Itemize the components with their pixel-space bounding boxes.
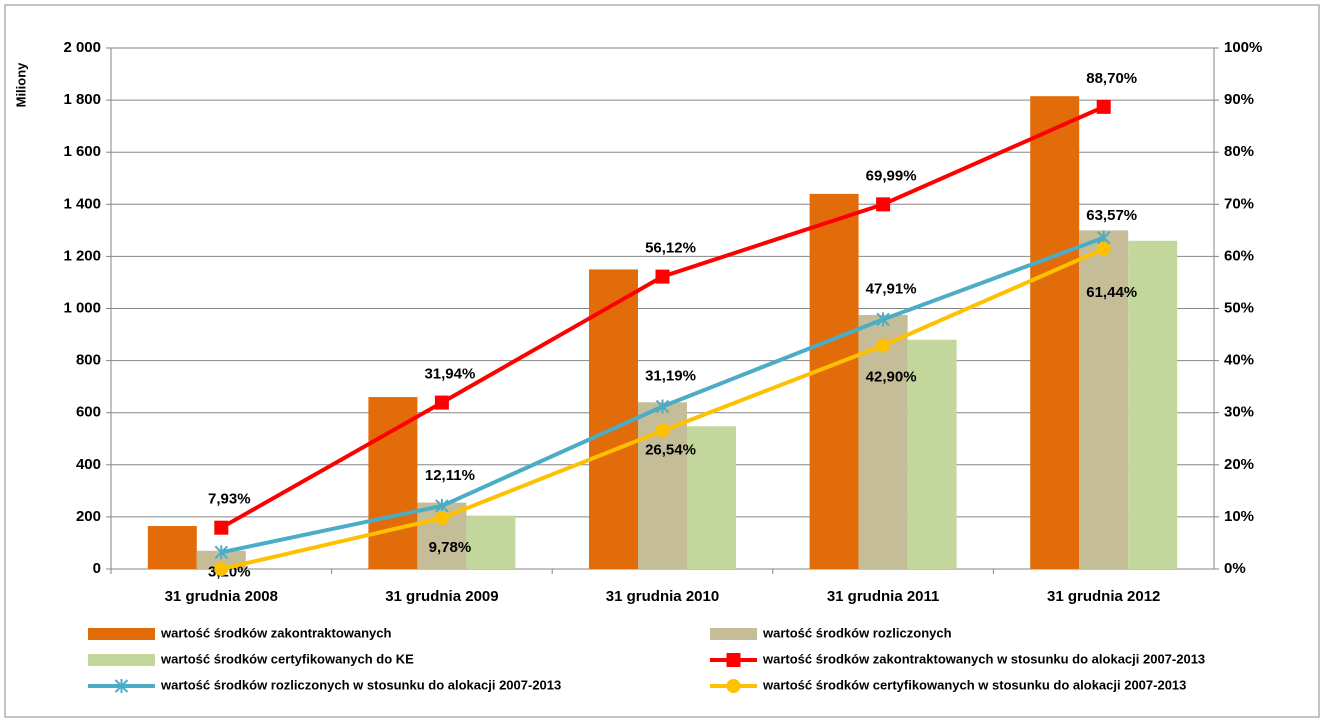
- y-tick-label: 1 400: [63, 195, 101, 212]
- marker: [434, 511, 449, 526]
- y2-tick-label: 70%: [1224, 195, 1254, 212]
- y2-tick-label: 20%: [1224, 456, 1254, 473]
- legend-label: wartość środków zakontraktowanych w stos…: [762, 651, 1205, 666]
- y2-tick-label: 40%: [1224, 352, 1254, 369]
- bar: [1128, 240, 1178, 569]
- y-tick-label: 0: [93, 560, 101, 577]
- legend-marker: [726, 679, 741, 693]
- bar: [1079, 230, 1129, 569]
- x-tick-label: 31 grudnia 2012: [1047, 588, 1160, 605]
- marker: [876, 338, 891, 353]
- legend-swatch: [88, 654, 155, 666]
- x-tick-label: 31 grudnia 2009: [385, 588, 498, 605]
- y2-tick-label: 10%: [1224, 508, 1254, 525]
- marker: [876, 312, 890, 327]
- y-tick-label: 200: [76, 508, 101, 525]
- legend-label: wartość środków certyfikowanych w stosun…: [762, 677, 1186, 692]
- data-label: 7,93%: [208, 491, 251, 508]
- y2-tick-label: 0%: [1224, 560, 1246, 577]
- y2-tick-label: 30%: [1224, 404, 1254, 421]
- legend-label: wartość środków certyfikowanych do KE: [160, 651, 414, 666]
- marker: [435, 498, 449, 513]
- bar: [368, 397, 418, 569]
- data-label: 56,12%: [645, 240, 696, 257]
- bar: [1030, 96, 1080, 569]
- data-label: 31,19%: [645, 367, 696, 384]
- data-label: 12,11%: [425, 467, 475, 484]
- marker: [655, 399, 670, 414]
- data-label: 9,78%: [429, 539, 472, 556]
- data-label: 47,91%: [866, 280, 917, 297]
- y-axis-label: Miliony: [13, 62, 28, 108]
- marker: [214, 520, 229, 535]
- y2-tick-label: 50%: [1224, 299, 1254, 316]
- data-label: 31,94%: [424, 366, 475, 383]
- legend-label: wartość środków rozliczonych w stosunku …: [160, 677, 561, 692]
- marker: [655, 269, 670, 284]
- marker: [214, 545, 229, 560]
- marker: [655, 423, 670, 438]
- y2-tick-label: 60%: [1224, 247, 1254, 264]
- y-tick-label: 400: [76, 456, 101, 473]
- legend-swatch: [710, 628, 757, 640]
- marker: [1096, 241, 1111, 256]
- legend-swatch: [88, 628, 155, 640]
- legend-marker: [726, 653, 741, 667]
- legend-label: wartość środków zakontraktowanych: [160, 625, 392, 640]
- y-tick-label: 800: [76, 352, 101, 369]
- bar: [466, 515, 516, 569]
- x-tick-label: 31 grudnia 2010: [606, 588, 719, 605]
- legend-marker: [114, 679, 129, 693]
- y-tick-label: 600: [76, 404, 101, 421]
- marker: [214, 562, 229, 576]
- x-tick-label: 31 grudnia 2011: [827, 588, 940, 605]
- y-tick-label: 1 600: [63, 143, 101, 160]
- bar: [147, 526, 197, 569]
- data-label: 69,99%: [866, 167, 917, 184]
- legend-label: wartość środków rozliczonych: [762, 625, 952, 640]
- bar: [687, 426, 736, 569]
- y2-tick-label: 100%: [1224, 39, 1262, 56]
- data-label: 61,44%: [1086, 284, 1137, 301]
- data-label: 63,57%: [1086, 207, 1137, 224]
- bar: [858, 315, 908, 569]
- x-tick-label: 31 grudnia 2008: [165, 588, 278, 605]
- y-tick-label: 2 000: [63, 39, 101, 56]
- bar: [809, 193, 859, 569]
- y-tick-label: 1 800: [63, 91, 101, 108]
- bar: [907, 339, 957, 569]
- marker: [1096, 99, 1111, 114]
- y2-tick-label: 90%: [1224, 91, 1254, 108]
- marker: [434, 395, 449, 410]
- data-label: 42,90%: [866, 368, 917, 385]
- marker: [876, 197, 891, 212]
- y-tick-label: 1 000: [63, 299, 101, 316]
- data-label: 88,70%: [1086, 70, 1137, 87]
- y-tick-label: 1 200: [63, 247, 101, 264]
- data-label: 26,54%: [645, 442, 696, 459]
- y2-tick-label: 80%: [1224, 143, 1254, 160]
